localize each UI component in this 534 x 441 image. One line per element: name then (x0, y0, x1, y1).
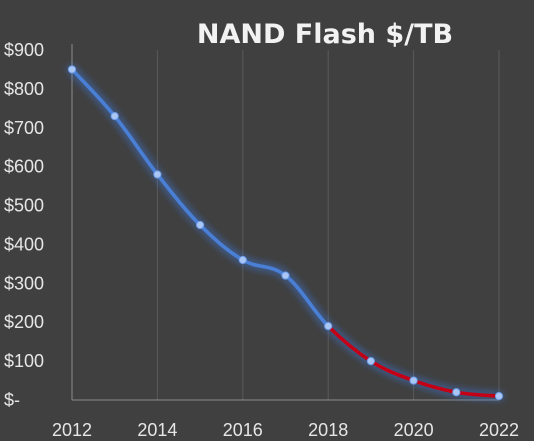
y-tick-label: $100 (4, 351, 44, 371)
data-point-2016 (239, 256, 246, 263)
line-glow (72, 69, 499, 396)
x-tick-label: 2014 (137, 420, 177, 440)
y-tick-label: $900 (4, 40, 44, 60)
axes (72, 44, 499, 400)
chart-title: NAND Flash $/TB (197, 19, 453, 50)
x-tick-label: 2018 (308, 420, 348, 440)
data-point-2014 (154, 171, 161, 178)
data-points (68, 66, 502, 400)
data-point-2019 (367, 358, 374, 365)
series-lines (72, 69, 499, 396)
y-tick-label: $800 (4, 79, 44, 99)
x-tick-label: 2012 (52, 420, 92, 440)
y-tick-label: $400 (4, 234, 44, 254)
series-glow (72, 69, 499, 396)
y-tick-label: $600 (4, 157, 44, 177)
y-tick-label: $700 (4, 118, 44, 138)
data-point-2012 (68, 66, 75, 73)
y-tick-label: $300 (4, 273, 44, 293)
y-tick-label: $500 (4, 196, 44, 216)
data-point-2017 (282, 272, 289, 279)
y-tick-label: $- (4, 390, 20, 410)
data-point-2015 (197, 221, 204, 228)
data-point-2022 (495, 393, 502, 400)
x-tick-label: 2022 (479, 420, 519, 440)
x-axis-ticks: 2012 2014 2016 2018 2020 2022 (52, 420, 519, 440)
x-tick-label: 2016 (223, 420, 263, 440)
y-axis-ticks: $- $100 $200 $300 $400 $500 $600 $700 $800 $900 (4, 40, 44, 410)
data-point-2021 (453, 389, 460, 396)
data-point-2013 (111, 113, 118, 120)
data-point-2020 (410, 377, 417, 384)
y-tick-label: $200 (4, 312, 44, 332)
x-tick-label: 2020 (394, 420, 434, 440)
grid (72, 50, 499, 400)
data-point-2018 (325, 323, 332, 330)
